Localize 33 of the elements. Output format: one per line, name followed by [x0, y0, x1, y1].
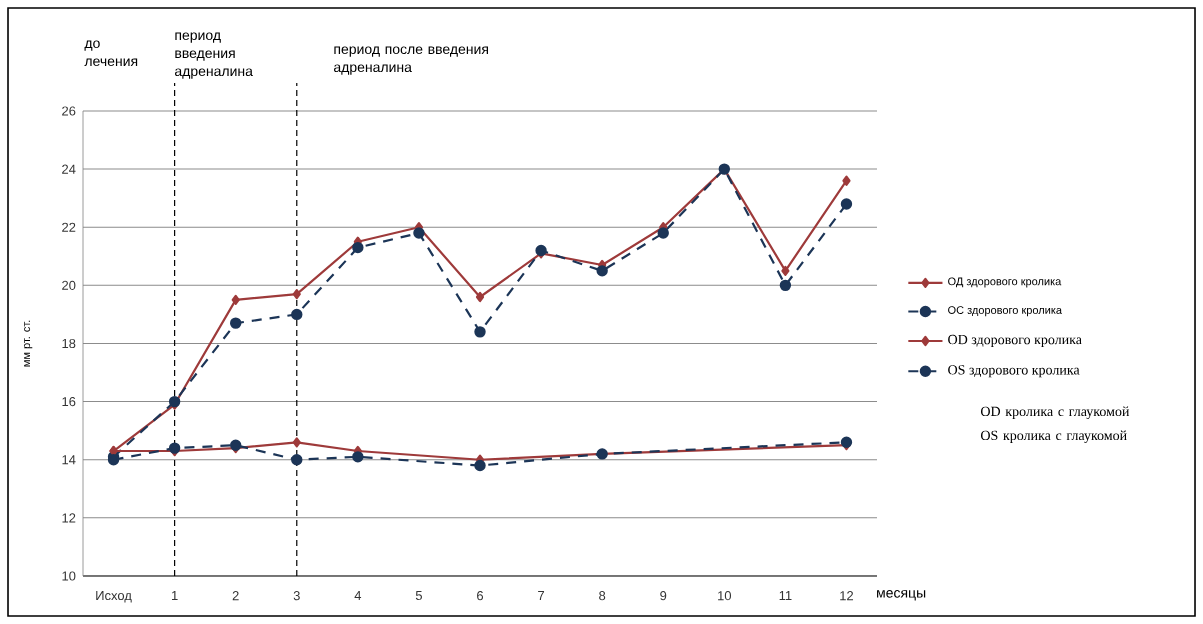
x-tick-label: 1: [172, 591, 178, 600]
x-tick-label: Исход: [96, 591, 132, 603]
x-tick-label: 11: [779, 591, 792, 600]
x-tick-label: 3: [293, 591, 300, 601]
text: период введения адреналина: [175, 32, 253, 79]
y-tick-label: 16: [62, 397, 76, 407]
x-tick-label: 5: [415, 591, 422, 601]
y-tick-label: 18: [62, 338, 76, 349]
legend-label: ОД здорового кролика: [948, 277, 1062, 288]
y-axis-title: мм рт. ст.: [24, 320, 33, 367]
text: до лечения: [84, 40, 138, 67]
x-tick-label: 6: [477, 591, 484, 601]
legend-label: OD здорового кролика: [948, 334, 1082, 348]
y-tick-label: 26: [62, 106, 76, 116]
x-tick-label: 12: [840, 591, 854, 601]
y-tick-label: 24: [62, 164, 76, 174]
x-tick-label: 9: [660, 591, 667, 601]
y-tick-label: 14: [62, 455, 76, 465]
x-tick-label: 4: [354, 591, 362, 600]
x-tick-label: 7: [538, 591, 545, 600]
text: период после введения адреналина: [334, 46, 488, 75]
x-tick-label: 10: [718, 591, 732, 601]
y-tick-label: 22: [62, 222, 76, 232]
text: OS кролика с глаукомой: [980, 430, 1127, 443]
y-tick-label: 10: [62, 571, 76, 581]
x-tick-label: 2: [232, 591, 239, 601]
y-tick-label: 12: [62, 513, 76, 523]
legend-label: OS здорового кролика: [948, 365, 1080, 378]
x-axis-title: месяцы: [877, 590, 926, 601]
legend-label: ОС здорового кролика: [948, 306, 1062, 317]
x-tick-label: 8: [599, 591, 606, 601]
text: OD кролика с глаукомой: [980, 406, 1130, 419]
y-tick-label: 20: [62, 280, 76, 290]
